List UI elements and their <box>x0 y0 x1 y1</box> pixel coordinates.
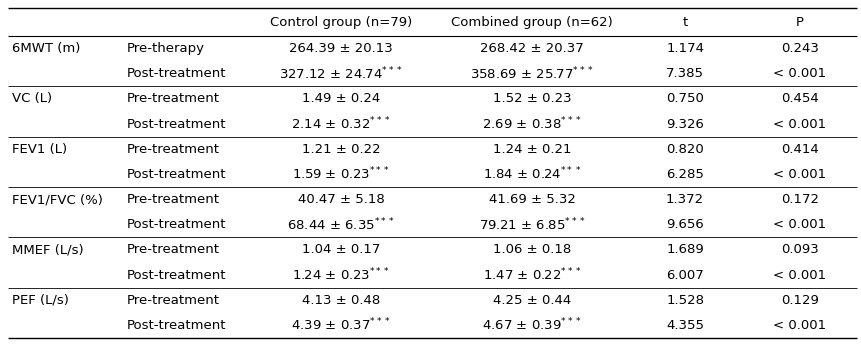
Text: Combined group (n=62): Combined group (n=62) <box>451 16 612 28</box>
Text: 0.820: 0.820 <box>666 143 703 156</box>
Text: 0.414: 0.414 <box>780 143 818 156</box>
Text: MMEF (L/s): MMEF (L/s) <box>12 244 84 256</box>
Text: 1.52 ± 0.23: 1.52 ± 0.23 <box>492 92 571 106</box>
Text: 264.39 ± 20.13: 264.39 ± 20.13 <box>289 42 393 55</box>
Text: Pre-treatment: Pre-treatment <box>127 244 220 256</box>
Text: 0.750: 0.750 <box>666 92 703 106</box>
Text: < 0.001: < 0.001 <box>772 319 826 332</box>
Text: 4.39 ± 0.37$^{***}$: 4.39 ± 0.37$^{***}$ <box>291 317 391 334</box>
Text: 1.24 ± 0.21: 1.24 ± 0.21 <box>492 143 571 156</box>
Text: 1.49 ± 0.24: 1.49 ± 0.24 <box>301 92 380 106</box>
Text: 6.285: 6.285 <box>666 168 703 181</box>
Text: 1.47 ± 0.22$^{***}$: 1.47 ± 0.22$^{***}$ <box>482 267 581 283</box>
Text: < 0.001: < 0.001 <box>772 268 826 282</box>
Text: 1.528: 1.528 <box>666 294 703 307</box>
Text: 0.243: 0.243 <box>780 42 818 55</box>
Text: 6MWT (m): 6MWT (m) <box>12 42 80 55</box>
Text: 7.385: 7.385 <box>666 67 703 80</box>
Text: Post-treatment: Post-treatment <box>127 218 226 231</box>
Text: 4.67 ± 0.39$^{***}$: 4.67 ± 0.39$^{***}$ <box>482 317 581 334</box>
Text: 1.174: 1.174 <box>666 42 703 55</box>
Text: 268.42 ± 20.37: 268.42 ± 20.37 <box>480 42 584 55</box>
Text: VC (L): VC (L) <box>12 92 52 106</box>
Text: 0.093: 0.093 <box>780 244 818 256</box>
Text: 0.454: 0.454 <box>780 92 818 106</box>
Text: t: t <box>682 16 687 28</box>
Text: 9.326: 9.326 <box>666 118 703 131</box>
Text: Control group (n=79): Control group (n=79) <box>269 16 412 28</box>
Text: 4.355: 4.355 <box>666 319 703 332</box>
Text: PEF (L/s): PEF (L/s) <box>12 294 69 307</box>
Text: < 0.001: < 0.001 <box>772 218 826 231</box>
Text: < 0.001: < 0.001 <box>772 67 826 80</box>
Text: 1.59 ± 0.23$^{***}$: 1.59 ± 0.23$^{***}$ <box>292 166 390 183</box>
Text: 1.84 ± 0.24$^{***}$: 1.84 ± 0.24$^{***}$ <box>482 166 581 183</box>
Text: 9.656: 9.656 <box>666 218 703 231</box>
Text: 2.69 ± 0.38$^{***}$: 2.69 ± 0.38$^{***}$ <box>482 116 581 133</box>
Text: 79.21 ± 6.85$^{***}$: 79.21 ± 6.85$^{***}$ <box>478 217 585 233</box>
Text: Post-treatment: Post-treatment <box>127 67 226 80</box>
Text: P: P <box>795 16 802 28</box>
Text: 4.25 ± 0.44: 4.25 ± 0.44 <box>492 294 571 307</box>
Text: < 0.001: < 0.001 <box>772 118 826 131</box>
Text: Post-treatment: Post-treatment <box>127 319 226 332</box>
Text: 41.69 ± 5.32: 41.69 ± 5.32 <box>488 193 575 206</box>
Text: 2.14 ± 0.32$^{***}$: 2.14 ± 0.32$^{***}$ <box>291 116 391 133</box>
Text: 358.69 ± 25.77$^{***}$: 358.69 ± 25.77$^{***}$ <box>470 65 593 82</box>
Text: < 0.001: < 0.001 <box>772 168 826 181</box>
Text: Pre-treatment: Pre-treatment <box>127 193 220 206</box>
Text: 1.24 ± 0.23$^{***}$: 1.24 ± 0.23$^{***}$ <box>292 267 390 283</box>
Text: 1.21 ± 0.22: 1.21 ± 0.22 <box>301 143 380 156</box>
Text: Post-treatment: Post-treatment <box>127 268 226 282</box>
Text: 0.172: 0.172 <box>780 193 818 206</box>
Text: FEV1 (L): FEV1 (L) <box>12 143 67 156</box>
Text: Pre-treatment: Pre-treatment <box>127 92 220 106</box>
Text: Pre-therapy: Pre-therapy <box>127 42 204 55</box>
Text: Post-treatment: Post-treatment <box>127 118 226 131</box>
Text: Pre-treatment: Pre-treatment <box>127 143 220 156</box>
Text: FEV1/FVC (%): FEV1/FVC (%) <box>12 193 102 206</box>
Text: 6.007: 6.007 <box>666 268 703 282</box>
Text: 1.689: 1.689 <box>666 244 703 256</box>
Text: 1.06 ± 0.18: 1.06 ± 0.18 <box>492 244 571 256</box>
Text: 68.44 ± 6.35$^{***}$: 68.44 ± 6.35$^{***}$ <box>287 217 395 233</box>
Text: Post-treatment: Post-treatment <box>127 168 226 181</box>
Text: 1.04 ± 0.17: 1.04 ± 0.17 <box>301 244 380 256</box>
Text: Pre-treatment: Pre-treatment <box>127 294 220 307</box>
Text: 0.129: 0.129 <box>780 294 818 307</box>
Text: 4.13 ± 0.48: 4.13 ± 0.48 <box>301 294 380 307</box>
Text: 1.372: 1.372 <box>666 193 703 206</box>
Text: 327.12 ± 24.74$^{***}$: 327.12 ± 24.74$^{***}$ <box>279 65 403 82</box>
Text: 40.47 ± 5.18: 40.47 ± 5.18 <box>298 193 384 206</box>
